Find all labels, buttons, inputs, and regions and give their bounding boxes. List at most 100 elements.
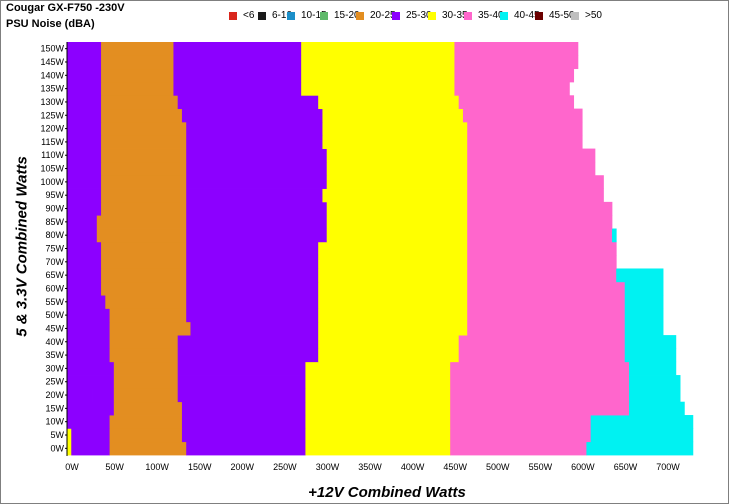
heatmap-cell	[318, 281, 468, 296]
heatmap-cell	[458, 348, 626, 363]
y-tick-label: 115W	[41, 137, 64, 147]
heatmap-cell	[101, 268, 187, 283]
heatmap-cell	[96, 415, 110, 429]
heatmap-cell	[305, 375, 451, 389]
x-tick-label: 100W	[145, 462, 169, 472]
y-tick-label: 60W	[45, 283, 64, 293]
heatmap-cell	[624, 308, 664, 323]
heatmap-cell	[186, 241, 319, 256]
y-tick-label: 10W	[45, 417, 64, 427]
legend-label: 30-35	[442, 10, 468, 21]
heatmap-cell	[67, 161, 102, 176]
y-tick-label: 130W	[40, 97, 64, 107]
heatmap-cell	[467, 295, 626, 309]
y-tick-label: 55W	[45, 297, 64, 307]
heatmap-cell	[67, 42, 102, 56]
heatmap-cell	[301, 81, 455, 96]
y-tick-label: 45W	[45, 323, 64, 333]
heatmap-cell	[454, 55, 579, 70]
heatmap-cell	[181, 428, 306, 443]
heatmap-cell	[67, 375, 115, 389]
heatmap-cell	[101, 188, 187, 203]
legend-label: >50	[585, 10, 602, 21]
heatmap-cell	[450, 415, 592, 429]
heatmap-cell	[67, 268, 102, 283]
heatmap-cell	[590, 415, 694, 429]
heatmap-cell	[92, 388, 115, 403]
x-tick-label: 500W	[486, 462, 510, 472]
heatmap-cell	[101, 241, 187, 256]
heatmap-cell	[67, 295, 106, 309]
heatmap-cell	[67, 201, 102, 216]
y-tick-label: 35W	[45, 350, 64, 360]
heatmap-cell	[326, 161, 468, 176]
heatmap-cell	[186, 201, 328, 216]
y-tick-label: 50W	[45, 310, 64, 320]
heatmap-cell	[450, 441, 587, 456]
y-tick-label: 105W	[40, 164, 64, 174]
heatmap-cell	[467, 215, 613, 229]
axes: 0W 5W 10W 15W 20W 25W 30W 35W 40W 45W 50W 55W 60W 65W…	[40, 42, 680, 472]
heatmap-cell	[186, 228, 328, 243]
heatmap-cell	[318, 348, 460, 363]
heatmap-cell	[611, 228, 617, 243]
heatmap-cell	[450, 401, 630, 416]
legend-swatch	[356, 12, 364, 20]
heatmap-cell	[67, 308, 110, 323]
heatmap-cell	[181, 401, 306, 416]
heatmap-cell	[101, 95, 179, 110]
heatmap-cell	[628, 361, 677, 376]
heatmap-cell	[67, 401, 98, 416]
x-tick-label: 600W	[571, 462, 595, 472]
heatmap-cell	[318, 255, 468, 269]
legend-label: 20-25	[370, 10, 396, 21]
heatmap-cell	[318, 241, 468, 256]
heatmap-cell	[450, 375, 630, 389]
heatmap-cell	[450, 428, 592, 443]
heatmap-cell	[305, 388, 451, 403]
heatmap-cell	[628, 401, 685, 416]
heatmap-cell	[101, 161, 187, 176]
heatmap-cell	[186, 161, 328, 176]
heatmap-cell	[67, 228, 98, 243]
heatmap-cell	[186, 441, 306, 456]
heatmap-cell	[71, 441, 110, 456]
heatmap-cell	[177, 361, 306, 376]
heatmap-cell	[305, 441, 451, 456]
heatmap-cell	[326, 228, 468, 243]
heatmap-cell	[186, 188, 323, 203]
heatmap-cell	[467, 135, 583, 149]
heatmap-cell	[318, 335, 460, 349]
heatmap-cell	[67, 335, 110, 349]
heatmap-cell	[96, 228, 187, 243]
heatmap-cell	[67, 148, 102, 163]
heatmap-cell	[186, 281, 319, 296]
y-tick-label: 90W	[45, 204, 64, 214]
heatmap-cell	[101, 255, 187, 269]
heatmap-cell	[586, 441, 694, 456]
heatmap-cell	[467, 148, 596, 163]
heatmap-cell	[101, 108, 183, 123]
heatmap-cell	[67, 321, 110, 336]
heatmap-cell	[454, 81, 570, 96]
y-tick-label: 40W	[45, 337, 64, 347]
heatmap-cell	[96, 215, 187, 229]
heatmap-cell	[109, 415, 183, 429]
heatmap-cell	[173, 81, 302, 96]
y-tick-label: 85W	[45, 217, 64, 227]
heatmap-cell	[101, 81, 174, 96]
legend-swatch	[229, 12, 237, 20]
heatmap-cell	[624, 281, 664, 296]
heatmap-cell	[450, 388, 630, 403]
heatmap-cell	[67, 215, 98, 229]
x-tick-label: 550W	[529, 462, 553, 472]
heatmap-cell	[113, 361, 179, 376]
heatmap-cell	[113, 388, 179, 403]
legend-swatch	[464, 12, 472, 20]
heatmap-cell	[467, 321, 626, 336]
y-tick-label: 110W	[41, 150, 64, 160]
x-tick-label: 50W	[105, 462, 124, 472]
heatmap-cell	[301, 68, 455, 83]
heatmap-cell	[305, 415, 451, 429]
heatmap-cell	[186, 268, 319, 283]
